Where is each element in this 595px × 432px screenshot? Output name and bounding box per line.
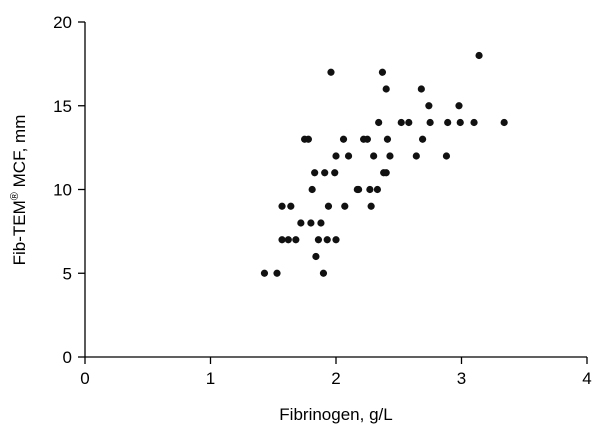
data-point — [470, 118, 478, 127]
data-point — [284, 236, 292, 244]
data-point — [292, 236, 300, 244]
data-point — [323, 236, 331, 244]
data-point — [341, 202, 349, 210]
data-point — [363, 135, 371, 143]
y-axis-label-rest: MCF, mm — [10, 115, 29, 192]
data-point — [412, 152, 420, 160]
data-point — [297, 219, 305, 227]
data-point — [397, 118, 405, 127]
y-axis-label: Fib-TEM® MCF, mm — [9, 115, 29, 266]
data-point — [312, 252, 320, 261]
x-axis-label: Fibrinogen, g/L — [279, 405, 392, 424]
data-point — [304, 135, 312, 143]
data-point — [455, 102, 463, 110]
data-point — [327, 68, 335, 76]
x-tick-label: 3 — [457, 369, 466, 388]
x-tick-label: 0 — [80, 369, 89, 388]
data-point — [378, 68, 387, 76]
y-axis-label-main: Fib-TEM — [10, 200, 29, 265]
x-tick-label: 2 — [331, 369, 340, 388]
data-point — [278, 202, 286, 210]
data-point — [339, 135, 348, 143]
x-tick-label: 1 — [206, 369, 215, 388]
data-point — [331, 169, 339, 177]
y-tick-label: 20 — [53, 13, 72, 32]
data-point — [366, 185, 374, 194]
data-point — [260, 269, 269, 277]
y-tick-label: 10 — [53, 181, 72, 200]
x-ticks: 0 1 2 3 4 — [80, 357, 592, 388]
data-point — [311, 169, 319, 177]
data-point — [382, 169, 390, 177]
data-point — [456, 118, 464, 127]
data-point — [273, 269, 281, 277]
data-point — [405, 118, 413, 127]
data-point — [321, 169, 329, 177]
y-ticks: 0 5 10 15 20 — [53, 13, 85, 367]
data-point — [278, 236, 286, 244]
data-point — [354, 185, 363, 194]
data-point — [442, 152, 451, 160]
y-tick-label: 5 — [63, 264, 72, 283]
data-point — [373, 185, 382, 194]
data-point — [344, 152, 353, 160]
data-point — [370, 152, 378, 160]
data-point — [317, 219, 325, 227]
y-axis-label-superscript: ® — [9, 192, 21, 200]
data-point — [308, 185, 316, 194]
data-point — [375, 118, 383, 127]
data-point — [314, 236, 323, 244]
data-point — [417, 85, 425, 93]
data-point — [475, 51, 483, 60]
x-tick-label: 4 — [582, 369, 591, 388]
data-points — [260, 51, 508, 277]
data-point — [418, 135, 427, 143]
data-point — [500, 118, 508, 127]
data-point — [426, 118, 434, 127]
data-point — [324, 202, 333, 210]
data-point — [444, 118, 452, 127]
data-point — [287, 202, 295, 210]
data-point — [425, 102, 433, 110]
data-point — [383, 135, 392, 143]
data-point — [332, 152, 340, 160]
data-point — [367, 202, 375, 210]
x-axis: 0 1 2 3 4 — [80, 356, 592, 388]
data-point — [382, 85, 390, 93]
y-axis: 0 5 10 15 20 — [53, 13, 86, 367]
y-tick-label: 0 — [63, 348, 72, 367]
data-point — [332, 236, 340, 244]
data-point — [307, 219, 315, 227]
data-point — [386, 152, 394, 160]
data-point — [319, 269, 328, 277]
y-tick-label: 15 — [53, 97, 72, 116]
